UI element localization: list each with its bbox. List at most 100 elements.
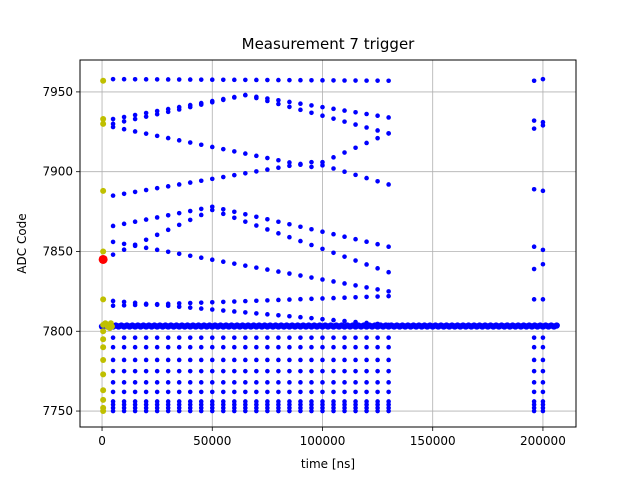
data-point [243, 389, 248, 395]
data-point [209, 299, 215, 305]
data-point [132, 219, 138, 224]
data-point [531, 244, 537, 249]
data-point [232, 344, 237, 350]
data-point [232, 368, 237, 374]
data-point [176, 402, 182, 407]
data-point [342, 380, 347, 385]
data-point [176, 335, 182, 340]
data-point [531, 380, 537, 385]
data-point [143, 237, 149, 243]
data-point [287, 399, 292, 404]
data-point [232, 261, 237, 266]
data-point [386, 405, 391, 411]
data-point [309, 275, 314, 280]
data-point [254, 335, 259, 340]
data-point [132, 408, 138, 414]
data-point [232, 335, 237, 340]
data-point [143, 380, 149, 385]
data-point [353, 319, 358, 325]
data-point [353, 368, 358, 374]
data-point [121, 344, 127, 350]
data-point [254, 402, 259, 407]
data-point [121, 247, 127, 253]
data-point [198, 368, 204, 374]
data-point [198, 306, 204, 311]
data-point [386, 335, 391, 340]
data-point [265, 335, 270, 340]
data-point [320, 405, 325, 411]
data-point [187, 102, 193, 108]
data-point [320, 104, 325, 110]
data-point [265, 167, 270, 172]
data-point [320, 344, 325, 350]
data-point [265, 344, 270, 350]
data-point [143, 302, 149, 307]
y-tick-label: 7900 [42, 165, 73, 179]
data-point [232, 299, 237, 304]
data-point [243, 170, 248, 176]
data-point [254, 95, 259, 101]
data-point [165, 184, 171, 189]
data-point [220, 174, 226, 180]
data-point [320, 399, 325, 404]
data-point [531, 389, 537, 395]
data-point [353, 335, 358, 340]
data-point [353, 236, 358, 242]
data-point [342, 405, 347, 411]
data-point [298, 405, 303, 411]
data-point [265, 216, 270, 222]
data-point [176, 408, 182, 414]
data-point [540, 335, 546, 340]
data-point [243, 211, 248, 217]
data-point [353, 380, 358, 385]
data-point [243, 92, 248, 98]
data-point [110, 124, 116, 130]
data-point [132, 389, 138, 395]
data-point [176, 380, 182, 385]
data-point [287, 313, 292, 319]
data-point [375, 335, 380, 340]
data-point [198, 389, 204, 395]
data-point [198, 344, 204, 350]
data-point [353, 258, 358, 263]
data-point [165, 357, 171, 363]
plot-frame [79, 59, 577, 428]
data-point [309, 315, 314, 321]
data-point [331, 106, 336, 112]
data-point [254, 344, 259, 350]
data-point [187, 140, 193, 145]
data-point [386, 78, 391, 84]
data-point [331, 399, 336, 404]
data-point [531, 78, 537, 84]
data-point [531, 368, 537, 374]
data-point [265, 98, 270, 104]
data-point [132, 399, 138, 404]
data-point [220, 211, 226, 217]
data-point [375, 402, 380, 407]
data-point [287, 163, 292, 169]
trigger-sample-point [100, 396, 107, 403]
data-point [287, 380, 292, 385]
data-point [132, 76, 138, 82]
data-point [342, 281, 347, 286]
data-point [287, 104, 292, 110]
data-point [110, 335, 116, 340]
data-point [176, 222, 182, 228]
data-point [176, 368, 182, 374]
data-point [254, 380, 259, 385]
data-point [143, 344, 149, 350]
data-point [165, 399, 171, 404]
data-point [232, 402, 237, 407]
trigger-sample-point [100, 408, 107, 415]
data-point [121, 357, 127, 363]
data-point [143, 389, 149, 395]
data-point [143, 368, 149, 374]
data-point [187, 217, 193, 223]
data-point [364, 175, 369, 181]
data-point [386, 357, 391, 363]
data-point [176, 182, 182, 187]
data-point [243, 344, 248, 350]
data-point [386, 402, 391, 407]
data-point [176, 344, 182, 350]
data-point [265, 357, 270, 363]
